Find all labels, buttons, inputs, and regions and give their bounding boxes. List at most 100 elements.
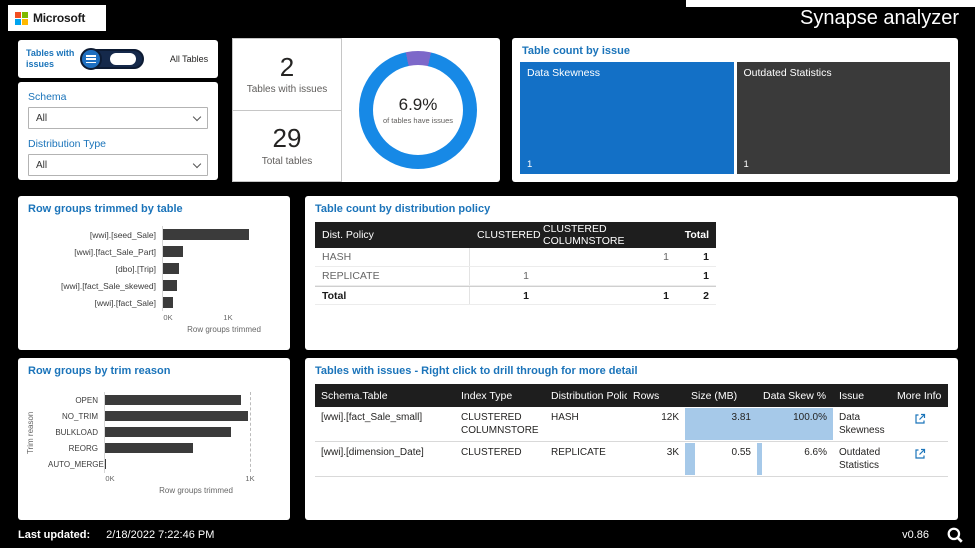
bar-track: [104, 455, 280, 473]
bar-row: BULKLOAD: [48, 423, 280, 441]
bar-track: [162, 294, 280, 311]
bar-row: [dbo].[Trip]: [28, 260, 280, 277]
distribution-type-dropdown-value: All: [36, 159, 48, 171]
schema-dropdown[interactable]: All: [28, 107, 208, 129]
matrix-distribution-policy: Table count by distribution policy Dist.…: [305, 196, 958, 350]
tables-filter-toggle[interactable]: [80, 48, 144, 70]
kpi-total-tables: 29 Total tables: [232, 110, 342, 182]
treemap-tile-outdated-statistics[interactable]: Outdated Statistics 1: [736, 62, 950, 174]
category-label: REORG: [68, 443, 98, 453]
row-header: REPLICATE: [315, 267, 470, 285]
cell-distribution-policy: HASH: [551, 412, 579, 423]
donut-percentage: 6.9%: [398, 95, 438, 114]
drillthrough-link-icon[interactable]: [914, 448, 926, 460]
cell: [536, 267, 676, 285]
visual-title: Row groups by trim reason: [28, 365, 171, 377]
kpi-value: 2: [279, 51, 295, 82]
cell: 1: [523, 270, 529, 282]
cell: 1: [523, 289, 529, 302]
slicer-card: Schema All Distribution Type All: [18, 82, 218, 180]
column-header: Distribution Policy: [551, 389, 627, 402]
column-header: Rows: [633, 389, 660, 402]
distribution-type-slicer-label: Distribution Type: [28, 138, 107, 150]
matrix-table: Dist. Policy CLUSTERED CLUSTERED COLUMNS…: [315, 222, 716, 305]
page-title: Synapse analyzer: [800, 7, 959, 29]
bar[interactable]: [163, 280, 177, 291]
bar[interactable]: [163, 297, 174, 308]
tile-count: 1: [527, 159, 533, 170]
bar[interactable]: [105, 395, 241, 405]
bar-track: [162, 260, 280, 277]
top-bar: Microsoft Synapse analyzer: [0, 0, 975, 36]
distribution-type-dropdown[interactable]: All: [28, 154, 208, 176]
bar[interactable]: [105, 443, 194, 453]
kpi-label: Total tables: [261, 155, 313, 167]
matrix-header-row: Dist. Policy CLUSTERED CLUSTERED COLUMNS…: [315, 222, 716, 248]
cell-total: 1: [703, 270, 709, 282]
bar-chart-trim-reason: Row groups by trim reason Trim reason OP…: [18, 358, 290, 520]
drillthrough-link-icon[interactable]: [914, 413, 926, 425]
bar[interactable]: [163, 263, 180, 274]
cell: [470, 248, 536, 266]
bar-track: [162, 226, 280, 243]
bar-track: [162, 243, 280, 260]
toggle-knob[interactable]: [80, 48, 102, 70]
visual-title: Table count by distribution policy: [315, 203, 491, 215]
bar-row: [wwi].[fact_Sale]: [28, 294, 280, 311]
category-label: NO_TRIM: [62, 411, 98, 421]
data-bar: [757, 408, 833, 440]
category-label: AUTO_MERGE: [48, 459, 104, 469]
last-updated-value: 2/18/2022 7:22:46 PM: [106, 529, 215, 541]
bar[interactable]: [163, 229, 249, 240]
visual-title: Tables with issues - Right click to dril…: [315, 365, 638, 377]
magnifier-icon: [947, 527, 963, 543]
issues-table-row[interactable]: [wwi].[dimension_Date] CLUSTERED REPLICA…: [315, 442, 948, 477]
issues-table-row[interactable]: [wwi].[fact_Sale_small] CLUSTERED COLUMN…: [315, 407, 948, 442]
column-header: CLUSTERED: [477, 229, 541, 241]
bar-row: REORG: [48, 439, 280, 457]
x-axis-title: Row groups trimmed: [159, 486, 233, 495]
bar-row: [wwi].[fact_Sale_Part]: [28, 243, 280, 260]
bar-row: [wwi].[seed_Sale]: [28, 226, 280, 243]
category-label: BULKLOAD: [55, 427, 98, 437]
category-label: OPEN: [75, 395, 98, 405]
y-axis-title: Trim reason: [26, 411, 35, 454]
last-updated-label: Last updated:: [18, 529, 91, 541]
chevron-down-icon: [192, 159, 202, 168]
bar[interactable]: [163, 246, 183, 257]
hamburger-icon: [86, 55, 96, 63]
bar[interactable]: [105, 459, 107, 469]
bar-track: [104, 407, 280, 425]
bar-row: NO_TRIM: [48, 407, 280, 425]
kpi-donut-card: 2 Tables with issues 29 Total tables 6.9…: [232, 38, 500, 182]
matrix-row-replicate[interactable]: REPLICATE 1 1: [315, 267, 716, 286]
bar-chart-plot: [wwi].[seed_Sale] [wwi].[fact_Sale_Part]…: [28, 226, 280, 334]
column-header: Schema.Table: [321, 389, 388, 402]
schema-dropdown-value: All: [36, 112, 48, 124]
matrix-row-total[interactable]: Total 1 1 2: [315, 286, 716, 305]
bar[interactable]: [105, 427, 231, 437]
window-edge: [686, 0, 975, 7]
tile-label: Outdated Statistics: [743, 67, 832, 79]
kpi-label: Tables with issues: [246, 84, 328, 96]
toggle-slot: [110, 53, 136, 65]
cell-rows: 12K: [661, 412, 679, 423]
zoom-button[interactable]: [943, 523, 967, 547]
cell-schema-table: [wwi].[dimension_Date]: [321, 447, 424, 458]
bar-track: [104, 391, 280, 409]
treemap-tile-data-skewness[interactable]: Data Skewness 1: [520, 62, 734, 174]
issues-table: Schema.Table Index Type Distribution Pol…: [315, 384, 948, 477]
microsoft-logo: Microsoft: [8, 5, 106, 31]
column-header: Index Type: [461, 389, 513, 402]
row-header: HASH: [315, 248, 470, 266]
donut-chart[interactable]: 6.9% of tables have issues: [359, 51, 477, 169]
cell-distribution-policy: REPLICATE: [551, 447, 606, 458]
data-bar: [685, 408, 757, 440]
treemap-card: Table count by issue Data Skewness 1 Out…: [512, 38, 958, 182]
column-header: Dist. Policy: [322, 229, 374, 241]
category-label: [dbo].[Trip]: [115, 263, 156, 274]
bar[interactable]: [105, 411, 248, 421]
matrix-row-hash[interactable]: HASH 1 1: [315, 248, 716, 267]
data-bar: [757, 443, 763, 475]
bar-row: OPEN: [48, 391, 280, 409]
